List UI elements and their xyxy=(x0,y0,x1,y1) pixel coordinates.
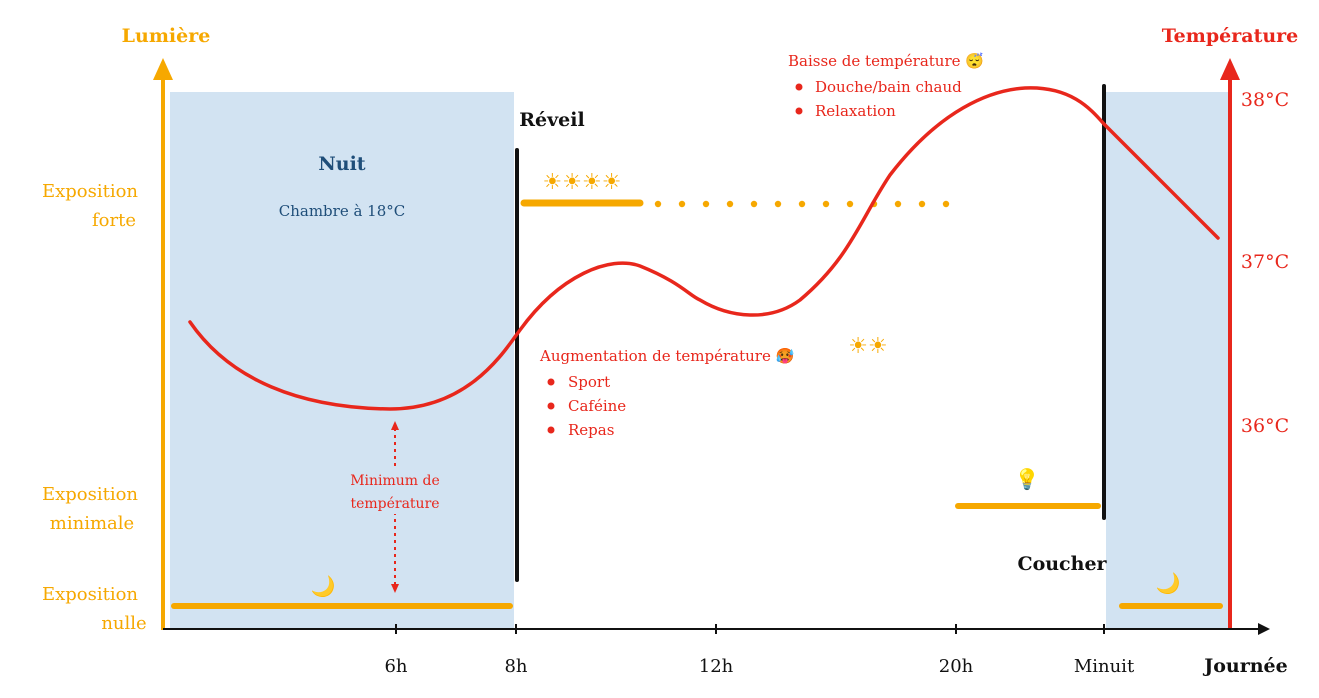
increase-bullet-3 xyxy=(547,426,555,434)
time-axis-arrow xyxy=(1258,623,1270,635)
light-level-min-line2: minimale xyxy=(50,513,134,534)
light-dot xyxy=(750,200,758,208)
light-dot xyxy=(894,200,902,208)
temperature-curve xyxy=(188,86,1220,411)
light-dot xyxy=(726,200,734,208)
bulb-icon: 💡 xyxy=(1015,467,1040,491)
moon-icon-left: 🌙 xyxy=(311,574,336,598)
min-temp-arrow-down xyxy=(391,584,399,593)
light-level-none-line2: nulle xyxy=(101,613,146,634)
night-title: Nuit xyxy=(318,153,365,175)
night-zone-right xyxy=(1106,92,1228,628)
decrease-bullet-1 xyxy=(795,83,803,91)
light-dot xyxy=(846,200,854,208)
min-temp-label-bg xyxy=(340,468,450,514)
sleep-label: Coucher xyxy=(1017,553,1107,575)
increase-item-sport: Sport xyxy=(568,373,610,391)
tick-label-20h: 20h xyxy=(939,656,974,677)
light-dot xyxy=(798,200,806,208)
min-temp-label-line1: Minimum de xyxy=(350,473,440,489)
light-level-strong-line2: forte xyxy=(92,210,136,231)
decrease-item-relaxation: Relaxation xyxy=(815,102,896,120)
temperature-axis-title: Température xyxy=(1162,25,1299,47)
light-dot xyxy=(654,200,662,208)
light-axis-title: Lumière xyxy=(122,25,211,47)
light-dot xyxy=(774,200,782,208)
moon-icon-right: 🌙 xyxy=(1156,571,1181,595)
light-dot xyxy=(918,200,926,208)
sun-medium-icons: ☀☀ xyxy=(848,334,887,359)
increase-item-caffeine: Caféine xyxy=(568,397,626,415)
temp-label-37: 37°C xyxy=(1241,251,1289,273)
increase-item-meals: Repas xyxy=(568,421,614,439)
tick-label-midnight: Minuit xyxy=(1074,656,1135,677)
decrease-title: Baisse de température 😴 xyxy=(788,52,984,70)
light-dot xyxy=(942,200,950,208)
decrease-item-shower: Douche/bain chaud xyxy=(815,78,962,96)
temperature-axis-arrow xyxy=(1220,58,1240,80)
light-dot xyxy=(678,200,686,208)
light-level-none-line1: Exposition xyxy=(42,584,138,605)
min-temp-arrow-up xyxy=(391,421,399,430)
light-dot xyxy=(702,200,710,208)
tick-label-6h: 6h xyxy=(384,656,407,677)
temp-label-38: 38°C xyxy=(1241,89,1289,111)
light-axis-arrow xyxy=(153,58,173,80)
increase-title: Augmentation de température 🥵 xyxy=(539,347,795,365)
light-dot xyxy=(822,200,830,208)
sun-strong-icons: ☀☀☀☀ xyxy=(543,170,622,195)
light-level-min-line1: Exposition xyxy=(42,484,138,505)
light-dotted-afternoon xyxy=(654,200,950,208)
increase-bullet-2 xyxy=(547,402,555,410)
tick-label-8h: 8h xyxy=(504,656,527,677)
tick-label-12h: 12h xyxy=(699,656,734,677)
light-level-strong-line1: Exposition xyxy=(42,181,138,202)
decrease-bullet-2 xyxy=(795,107,803,115)
temp-label-36: 36°C xyxy=(1241,415,1289,437)
night-subtitle: Chambre à 18°C xyxy=(279,202,406,220)
x-axis-title: Journée xyxy=(1202,655,1287,677)
wake-label: Réveil xyxy=(519,109,584,131)
min-temp-label-line2: température xyxy=(350,496,439,512)
increase-bullet-1 xyxy=(547,378,555,386)
